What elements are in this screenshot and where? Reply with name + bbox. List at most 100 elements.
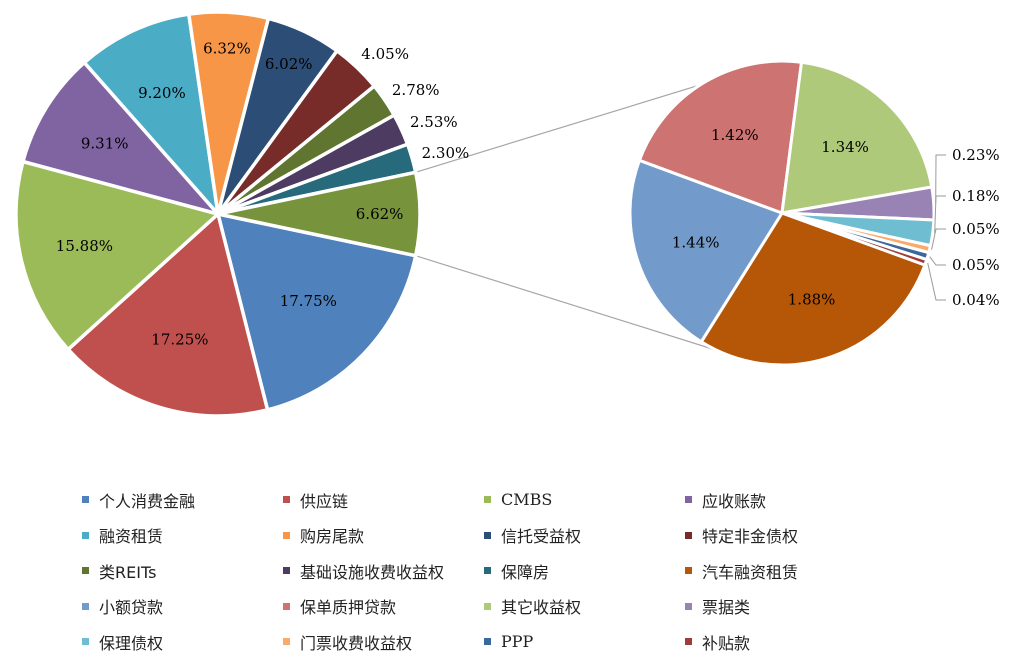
main-pie-data-label: 4.05%	[361, 45, 409, 63]
legend-item: 保理债权	[82, 630, 283, 654]
legend-item: 补贴款	[685, 630, 886, 654]
secondary-pie-data-label: 1.34%	[821, 138, 869, 156]
legend-label: 补贴款	[702, 633, 751, 653]
legend-swatch	[484, 567, 491, 575]
legend-item: 小额贷款	[82, 594, 283, 618]
main-pie-data-label: 6.32%	[203, 40, 251, 58]
leader-line	[929, 256, 946, 266]
legend-label: 购房尾款	[300, 527, 365, 547]
legend-swatch	[82, 602, 89, 610]
main-pie-data-label: 9.20%	[138, 84, 186, 102]
legend-swatch	[283, 602, 290, 610]
main-pie-slice	[21, 60, 220, 216]
secondary-pie-slice	[780, 60, 934, 215]
leader-line	[935, 154, 946, 204]
main-pie-labels: 17.75% 17.25% 15.88% 9.31% 9.20% 6.32% 6.02% 4.…	[56, 40, 469, 349]
legend-row: 个人消费金融 供应链 CMBS 应收账款	[82, 482, 982, 518]
main-pie-data-label: 15.88%	[56, 237, 113, 255]
legend-item: 供应链	[283, 488, 484, 512]
main-pie-data-label: 6.02%	[265, 55, 313, 73]
legend-row: 小额贷款 保单质押贷款 其它收益权 票据类	[82, 589, 982, 625]
legend-item: 融资租赁	[82, 523, 283, 547]
main-pie-slice	[14, 159, 220, 352]
connector-line	[415, 255, 723, 353]
legend-item: 类REITs	[82, 559, 283, 583]
secondary-pie-data-label: 0.05%	[952, 220, 1000, 238]
secondary-pie	[628, 59, 936, 367]
legend-swatch	[484, 531, 491, 539]
legend-item: PPP	[484, 632, 685, 651]
legend-item: 其它收益权	[484, 594, 685, 618]
legend-swatch	[685, 602, 692, 610]
main-pie-data-label: 2.53%	[410, 113, 458, 131]
legend-label: 汽车融资租赁	[702, 562, 799, 582]
secondary-pie-slice	[637, 59, 804, 215]
secondary-pie-data-label: 0.04%	[952, 291, 1000, 309]
secondary-pie-data-label: 0.18%	[952, 187, 1000, 205]
leader-line	[934, 195, 946, 234]
legend-item: 个人消费金融	[82, 488, 283, 512]
legend-item: 票据类	[685, 594, 886, 618]
legend-label: 信托受益权	[501, 527, 582, 547]
legend-label: 应收账款	[702, 491, 767, 511]
legend-label: 小额贷款	[99, 598, 164, 618]
legend-item: 特定非金债权	[685, 523, 886, 547]
legend-label: 保单质押贷款	[300, 598, 397, 618]
legend-row: 保理债权 门票收费收益权 PPP 补贴款	[82, 624, 982, 660]
legend-label: 特定非金债权	[702, 527, 799, 547]
main-pie-slice	[82, 12, 220, 216]
legend-item: 购房尾款	[283, 523, 484, 547]
main-pie-data-label: 9.31%	[81, 135, 129, 153]
main-pie-data-label: 2.78%	[392, 81, 440, 99]
legend-label: CMBS	[501, 490, 553, 510]
main-pie-slice	[216, 212, 418, 412]
legend-item: 汽车融资租赁	[685, 559, 886, 583]
legend-label: 融资租赁	[99, 527, 164, 547]
legend-swatch	[82, 638, 89, 646]
main-pie-data-label: 17.75%	[280, 292, 337, 310]
legend-label: 个人消费金融	[99, 491, 196, 511]
legend-label: 类REITs	[99, 562, 157, 582]
secondary-pie-data-label: 0.05%	[952, 256, 1000, 274]
secondary-pie-data-label: 1.44%	[672, 233, 720, 251]
legend-swatch	[82, 567, 89, 575]
legend-label: PPP	[501, 632, 534, 652]
legend-row: 类REITs 基础设施收费收益权 保障房 汽车融资租赁	[82, 553, 982, 589]
legend-label: 其它收益权	[501, 598, 582, 618]
legend-item: CMBS	[484, 490, 685, 509]
legend-label: 基础设施收费收益权	[300, 562, 445, 582]
legend-swatch	[685, 638, 692, 646]
legend-swatch	[82, 531, 89, 539]
legend-item: 保单质押贷款	[283, 594, 484, 618]
legend-swatch	[685, 496, 692, 504]
secondary-pie-slice	[628, 158, 784, 344]
leader-line	[931, 228, 946, 250]
legend-label: 保障房	[501, 562, 550, 582]
main-pie-data-label: 17.25%	[151, 331, 208, 349]
legend-swatch	[82, 496, 89, 504]
main-pie-slice	[216, 170, 422, 258]
legend-swatch	[484, 602, 491, 610]
legend-swatch	[685, 567, 692, 575]
secondary-pie-slice	[699, 211, 927, 367]
secondary-pie-data-label: 1.42%	[711, 126, 759, 144]
legend-item: 应收账款	[685, 488, 886, 512]
legend-swatch	[283, 567, 290, 575]
legend-row: 融资租赁 购房尾款 信托受益权 特定非金债权	[82, 518, 982, 554]
legend-item: 保障房	[484, 559, 685, 583]
main-pie	[14, 10, 422, 418]
main-pie-data-label: 2.30%	[422, 144, 470, 162]
legend-swatch	[484, 638, 491, 646]
secondary-pie-data-label: 1.88%	[788, 290, 836, 308]
legend-label: 票据类	[702, 598, 751, 618]
legend-swatch	[283, 638, 290, 646]
legend-swatch	[283, 496, 290, 504]
legend-swatch	[685, 531, 692, 539]
secondary-pie-labels: 1.88% 1.44% 1.42% 1.34% 0.23% 0.18% 0.05% 0.05%…	[672, 126, 1000, 309]
legend-item: 门票收费收益权	[283, 630, 484, 654]
legend: 个人消费金融 供应链 CMBS 应收账款融资租赁 购房尾款 信托受益权 特定非金债权类REI…	[82, 482, 982, 660]
legend-item: 信托受益权	[484, 523, 685, 547]
legend-swatch	[484, 496, 491, 504]
legend-item: 基础设施收费收益权	[283, 559, 484, 583]
